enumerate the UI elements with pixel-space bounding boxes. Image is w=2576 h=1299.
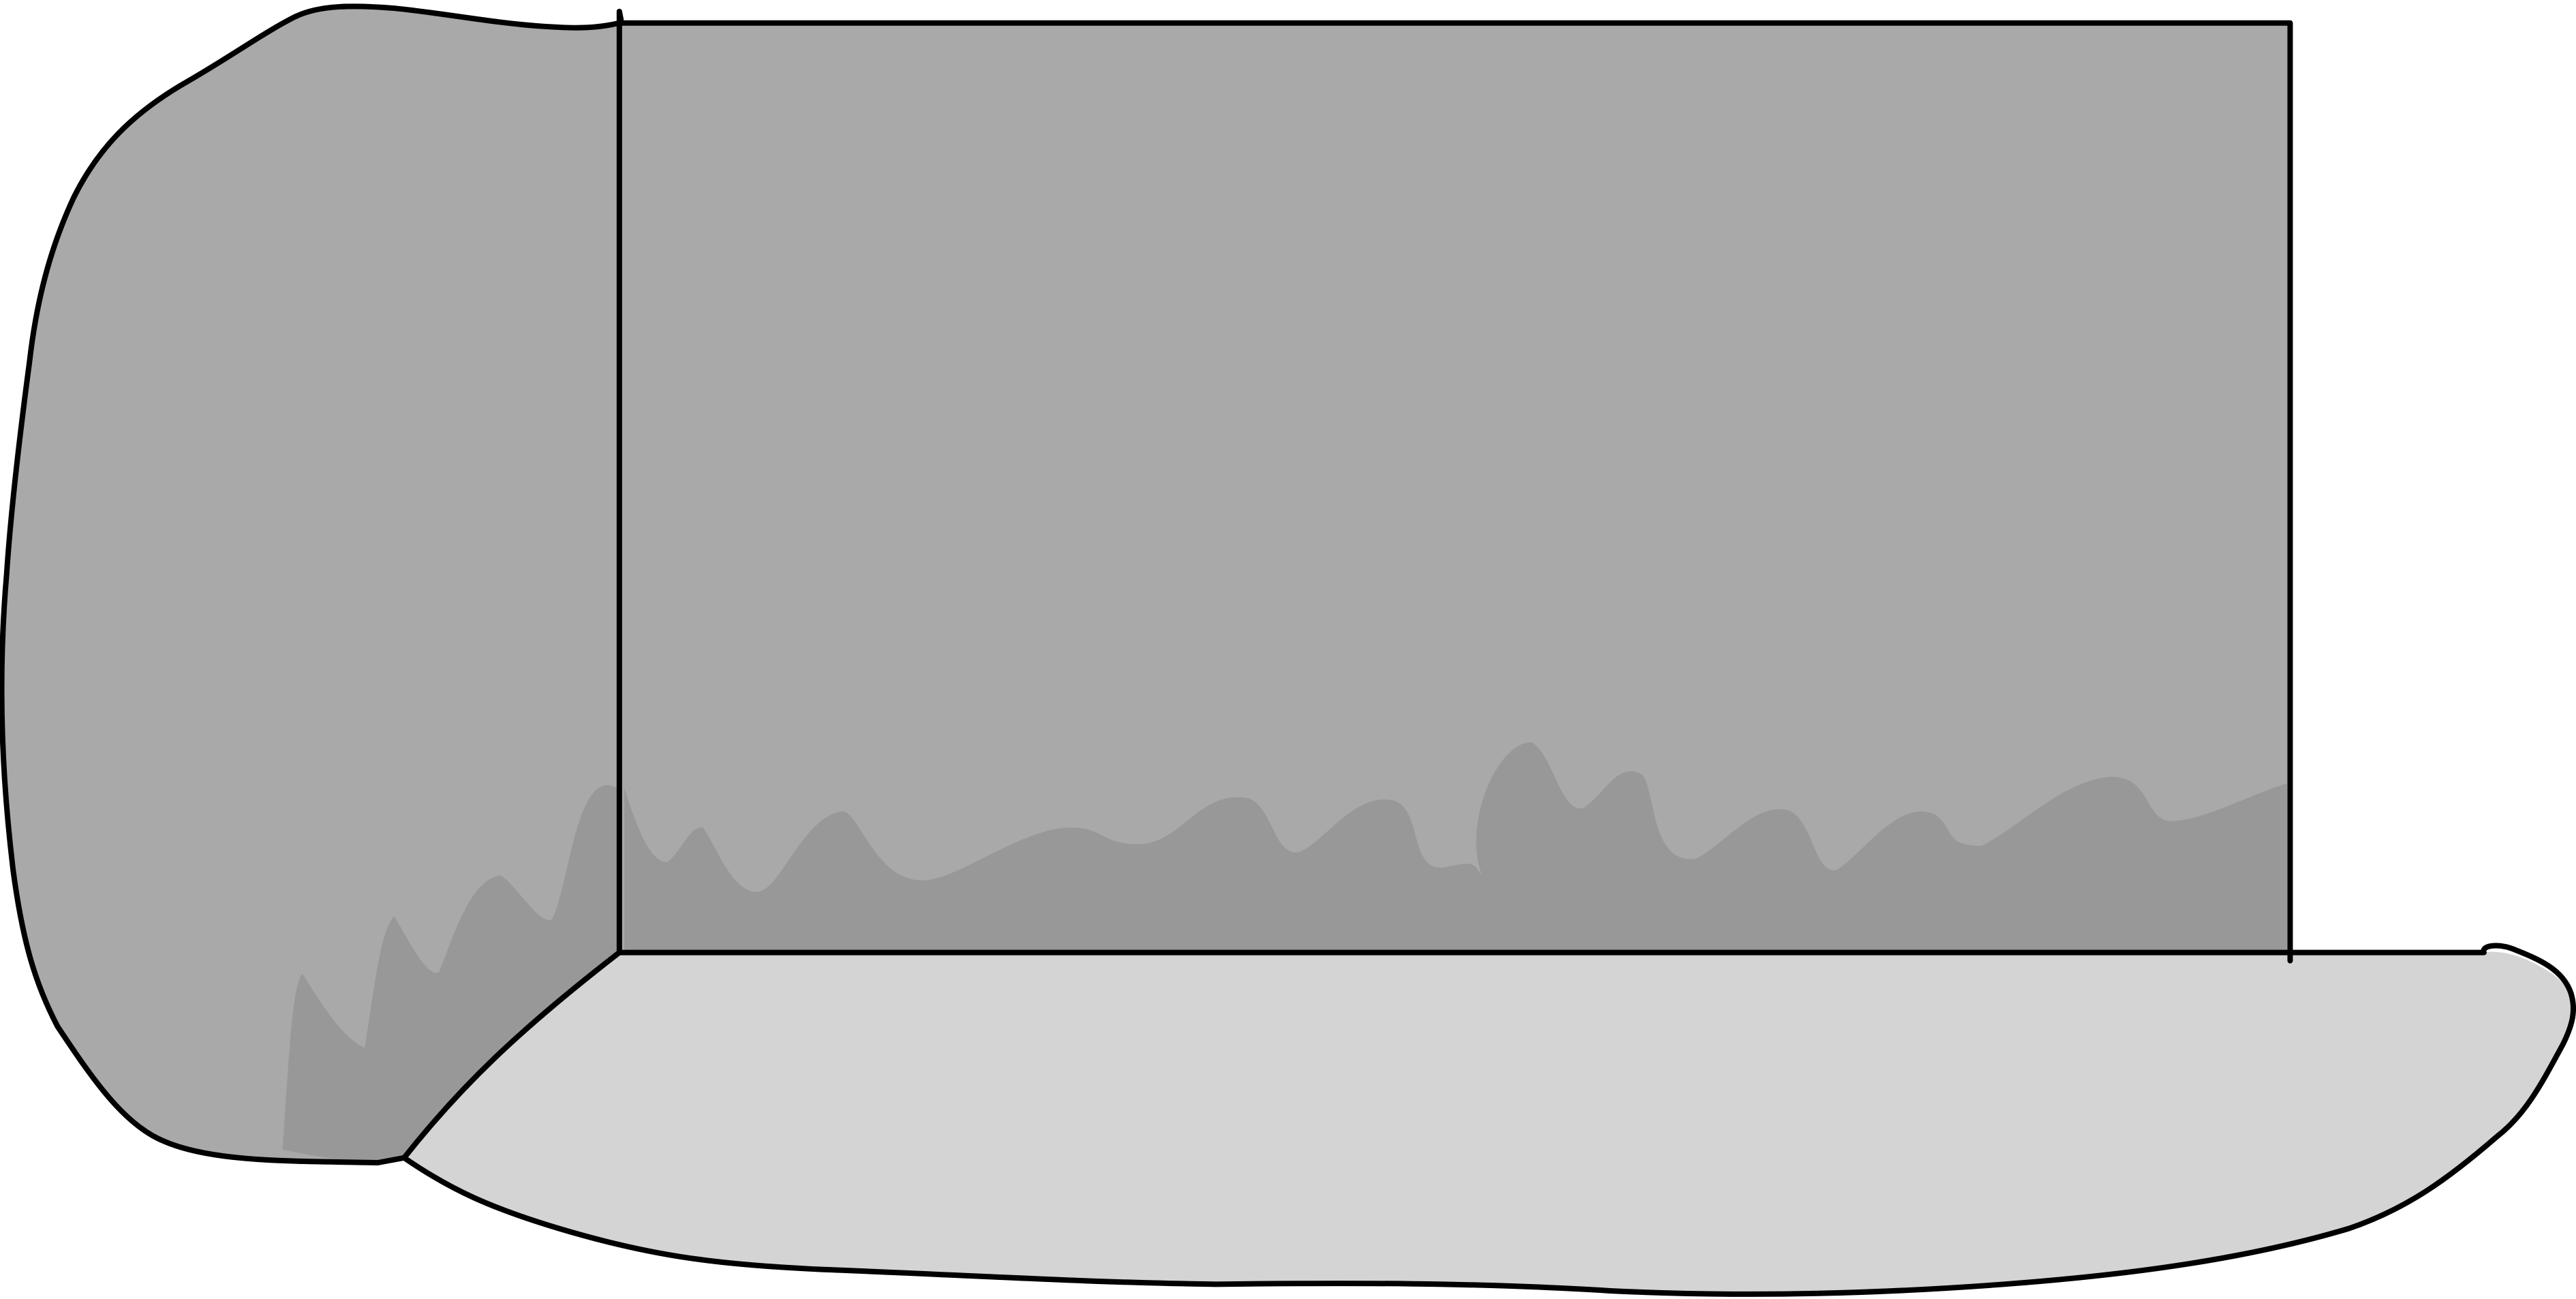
corner-tick-top	[619, 12, 621, 20]
floor-panel-outline	[404, 945, 2573, 1294]
left-side-panel	[1, 6, 619, 1163]
back-panel-shadow	[624, 742, 2287, 953]
left-side-panel-shadow	[282, 784, 619, 1163]
left-panel-outline	[1, 6, 619, 1163]
floor-panel	[404, 951, 2573, 1294]
drawing-outlines	[1, 6, 2573, 1294]
back-panel	[619, 22, 2290, 953]
